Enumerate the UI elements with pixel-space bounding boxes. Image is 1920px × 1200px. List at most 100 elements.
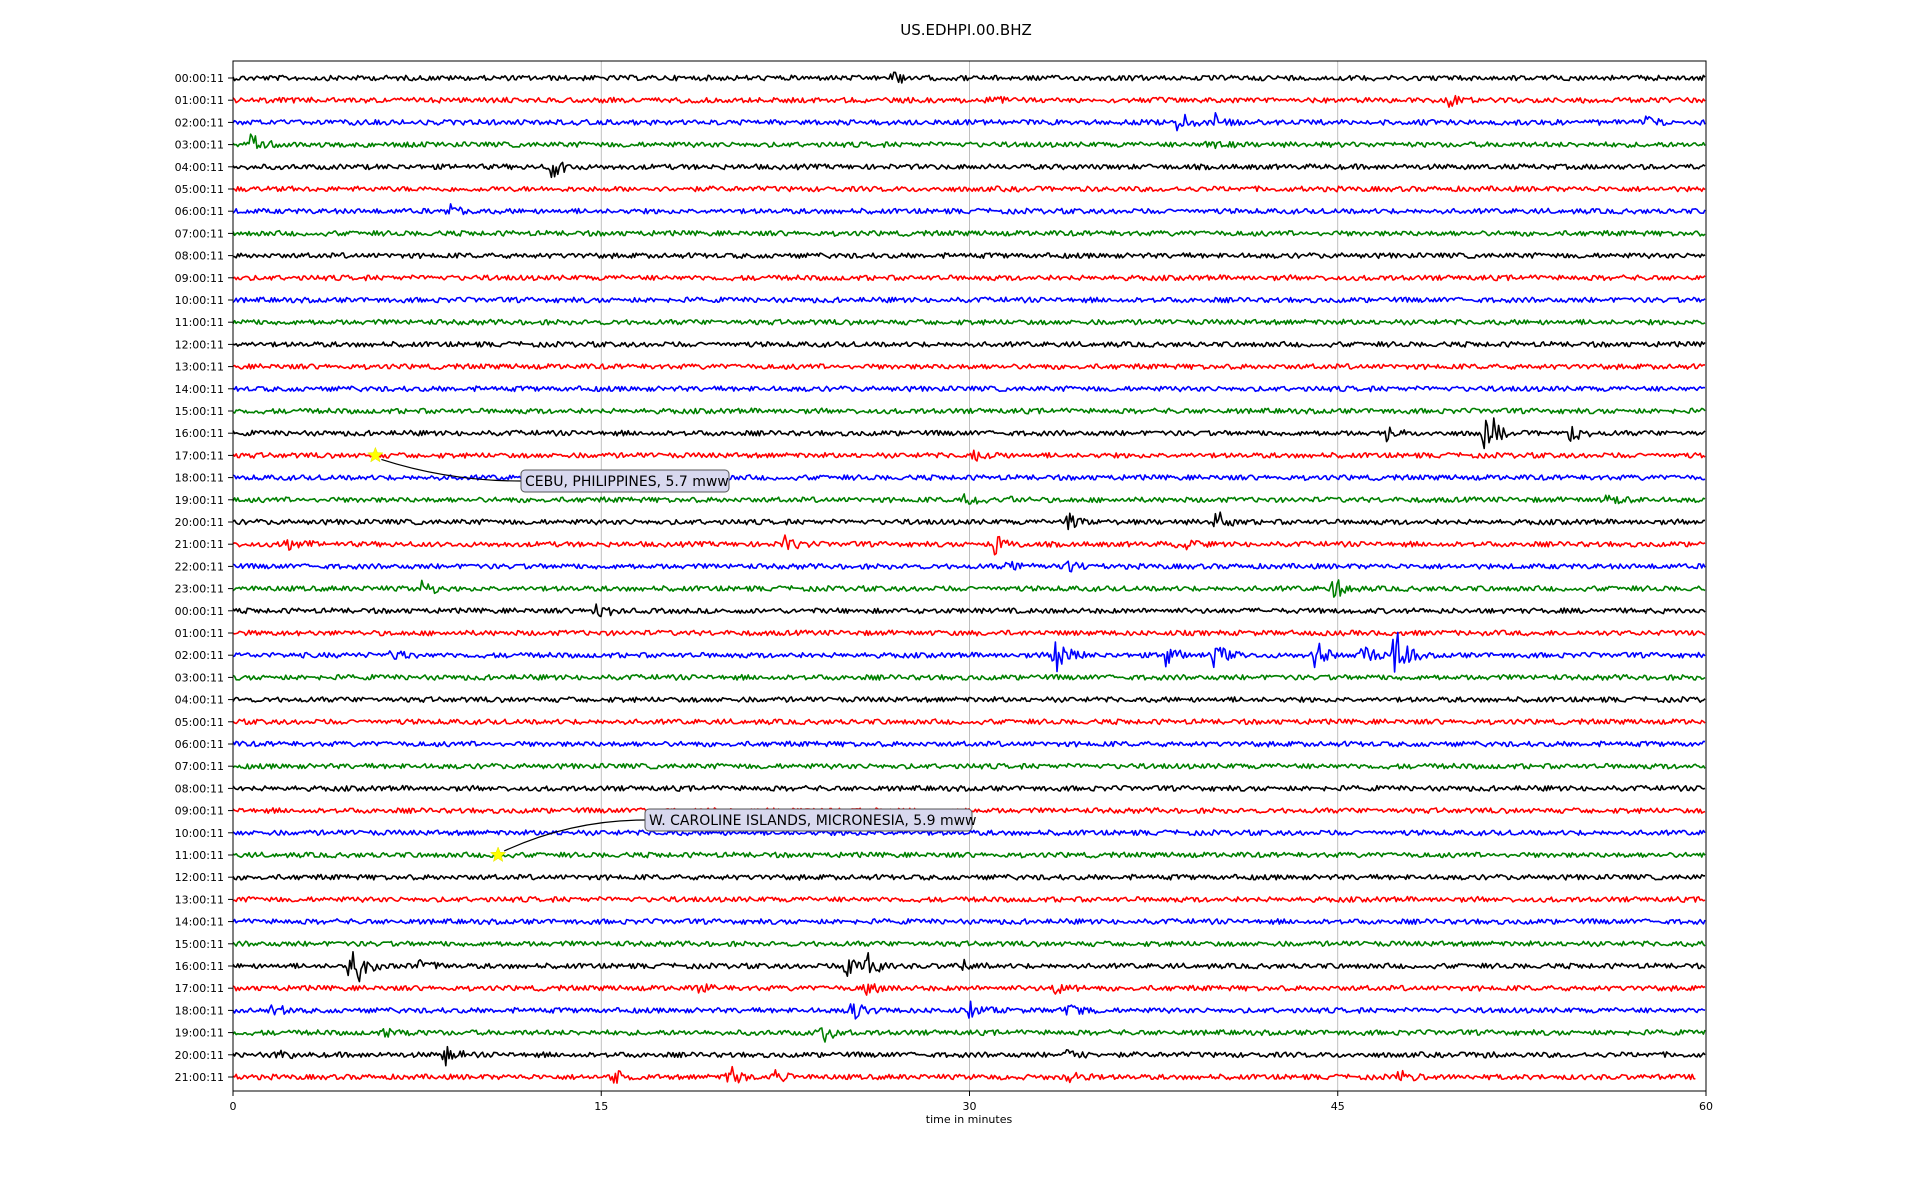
row-time-label: 21:00:11 (175, 538, 224, 551)
row-time-label: 06:00:11 (175, 205, 224, 218)
event-label: CEBU, PHILIPPINES, 5.7 mww (525, 474, 729, 490)
seismic-trace (232, 873, 1705, 881)
x-tick-label: 30 (963, 1100, 977, 1113)
seismic-trace (232, 1045, 1706, 1067)
seismic-trace (232, 1000, 1706, 1020)
row-time-label: 14:00:11 (175, 383, 224, 396)
x-tick-label: 15 (594, 1100, 608, 1113)
row-time-label: 12:00:11 (175, 871, 224, 884)
row-time-label: 20:00:11 (175, 1049, 224, 1062)
row-time-label: 15:00:11 (175, 938, 224, 951)
row-time-label: 15:00:11 (175, 405, 224, 418)
seismic-trace (232, 534, 1706, 556)
seismic-trace (232, 918, 1706, 926)
x-tick-label: 60 (1699, 1100, 1713, 1113)
x-axis-label: time in minutes (926, 1113, 1013, 1126)
row-time-label: 10:00:11 (175, 294, 224, 307)
seismic-trace (232, 407, 1706, 415)
seismic-trace (232, 133, 1706, 150)
row-time-label: 07:00:11 (175, 760, 224, 773)
row-time-label: 08:00:11 (175, 782, 224, 795)
seismic-trace (232, 1027, 1706, 1043)
x-tick-label: 45 (1331, 1100, 1345, 1113)
seismic-trace (232, 829, 1706, 837)
row-time-label: 16:00:11 (175, 427, 224, 440)
seismic-trace (232, 696, 1706, 704)
row-time-label: 11:00:11 (175, 316, 224, 329)
row-time-label: 04:00:11 (175, 694, 224, 707)
row-time-label: 02:00:11 (175, 649, 224, 662)
event-annotation: W. CAROLINE ISLANDS, MICRONESIA, 5.9 mww (489, 808, 976, 863)
row-time-label: 01:00:11 (175, 94, 224, 107)
row-time-label: 18:00:11 (175, 1004, 224, 1017)
event-leader-line (503, 819, 646, 852)
seismic-trace (232, 940, 1706, 948)
row-time-label: 06:00:11 (175, 738, 224, 751)
event-leader-line (381, 458, 522, 482)
seismic-trace (232, 951, 1706, 983)
row-time-label: 22:00:11 (175, 560, 224, 573)
x-tick-label: 0 (230, 1100, 237, 1113)
row-time-label: 09:00:11 (175, 805, 224, 818)
seismic-trace (232, 493, 1706, 505)
seismic-trace (232, 229, 1706, 237)
row-time-label: 00:00:11 (175, 605, 224, 618)
event-label: W. CAROLINE ISLANDS, MICRONESIA, 5.9 mww (649, 813, 976, 829)
seismic-trace (232, 318, 1706, 326)
event-label-box (520, 469, 730, 493)
row-time-label: 05:00:11 (175, 183, 224, 196)
seismic-trace (232, 340, 1706, 348)
seismic-trace (232, 983, 1706, 996)
event-star-marker (367, 446, 384, 463)
row-time-label: 19:00:11 (175, 1027, 224, 1040)
row-time-label: 01:00:11 (175, 627, 224, 640)
row-time-label: 20:00:11 (175, 516, 224, 529)
row-time-label: 13:00:11 (175, 361, 224, 374)
seismic-trace (232, 631, 1706, 673)
row-time-label: 03:00:11 (175, 671, 224, 684)
row-time-label: 05:00:11 (175, 716, 224, 729)
seismic-trace (232, 511, 1705, 531)
seismic-trace (232, 363, 1705, 371)
row-time-label: 00:00:11 (175, 72, 224, 85)
seismic-trace (232, 296, 1706, 304)
seismic-trace (232, 603, 1706, 618)
seismic-trace (232, 718, 1706, 726)
grid-lines (600, 61, 1339, 1091)
seismic-trace (232, 274, 1706, 282)
row-time-label: 13:00:11 (175, 893, 224, 906)
row-time-label: 10:00:11 (175, 827, 224, 840)
trace-layer (232, 71, 1706, 1084)
row-time-label: 23:00:11 (175, 583, 224, 596)
row-time-label: 09:00:11 (175, 272, 224, 285)
event-annotation: CEBU, PHILIPPINES, 5.7 mww (367, 446, 730, 493)
row-time-label: 03:00:11 (175, 139, 224, 152)
row-time-label: 11:00:11 (175, 849, 224, 862)
seismic-trace (232, 252, 1706, 260)
seismic-trace (232, 385, 1706, 393)
seismic-trace (232, 851, 1706, 859)
row-time-label: 21:00:11 (175, 1071, 224, 1084)
event-star-marker (489, 846, 507, 863)
seismic-trace (232, 203, 1706, 216)
chart-title: US.EDHPI.00.BHZ (900, 21, 1032, 39)
row-time-label: 17:00:11 (175, 982, 224, 995)
event-label-box (644, 808, 973, 832)
row-time-label: 12:00:11 (175, 338, 224, 351)
seismic-trace (232, 579, 1706, 598)
seismic-trace (232, 185, 1706, 193)
seismic-trace (232, 449, 1706, 462)
row-time-label: 19:00:11 (175, 494, 224, 507)
row-time-label: 07:00:11 (175, 227, 224, 240)
seismic-trace (232, 762, 1706, 770)
row-time-label: 08:00:11 (175, 250, 224, 263)
row-time-label: 14:00:11 (175, 916, 224, 929)
x-tick-labels: 0 15 30 45 60 (230, 1091, 1713, 1113)
row-time-label: 02:00:11 (175, 116, 224, 129)
seismic-trace (232, 71, 1706, 84)
seismic-trace (232, 417, 1706, 450)
row-time-label: 17:00:11 (175, 449, 224, 462)
seismic-trace (232, 784, 1706, 792)
seismic-trace (232, 94, 1706, 108)
